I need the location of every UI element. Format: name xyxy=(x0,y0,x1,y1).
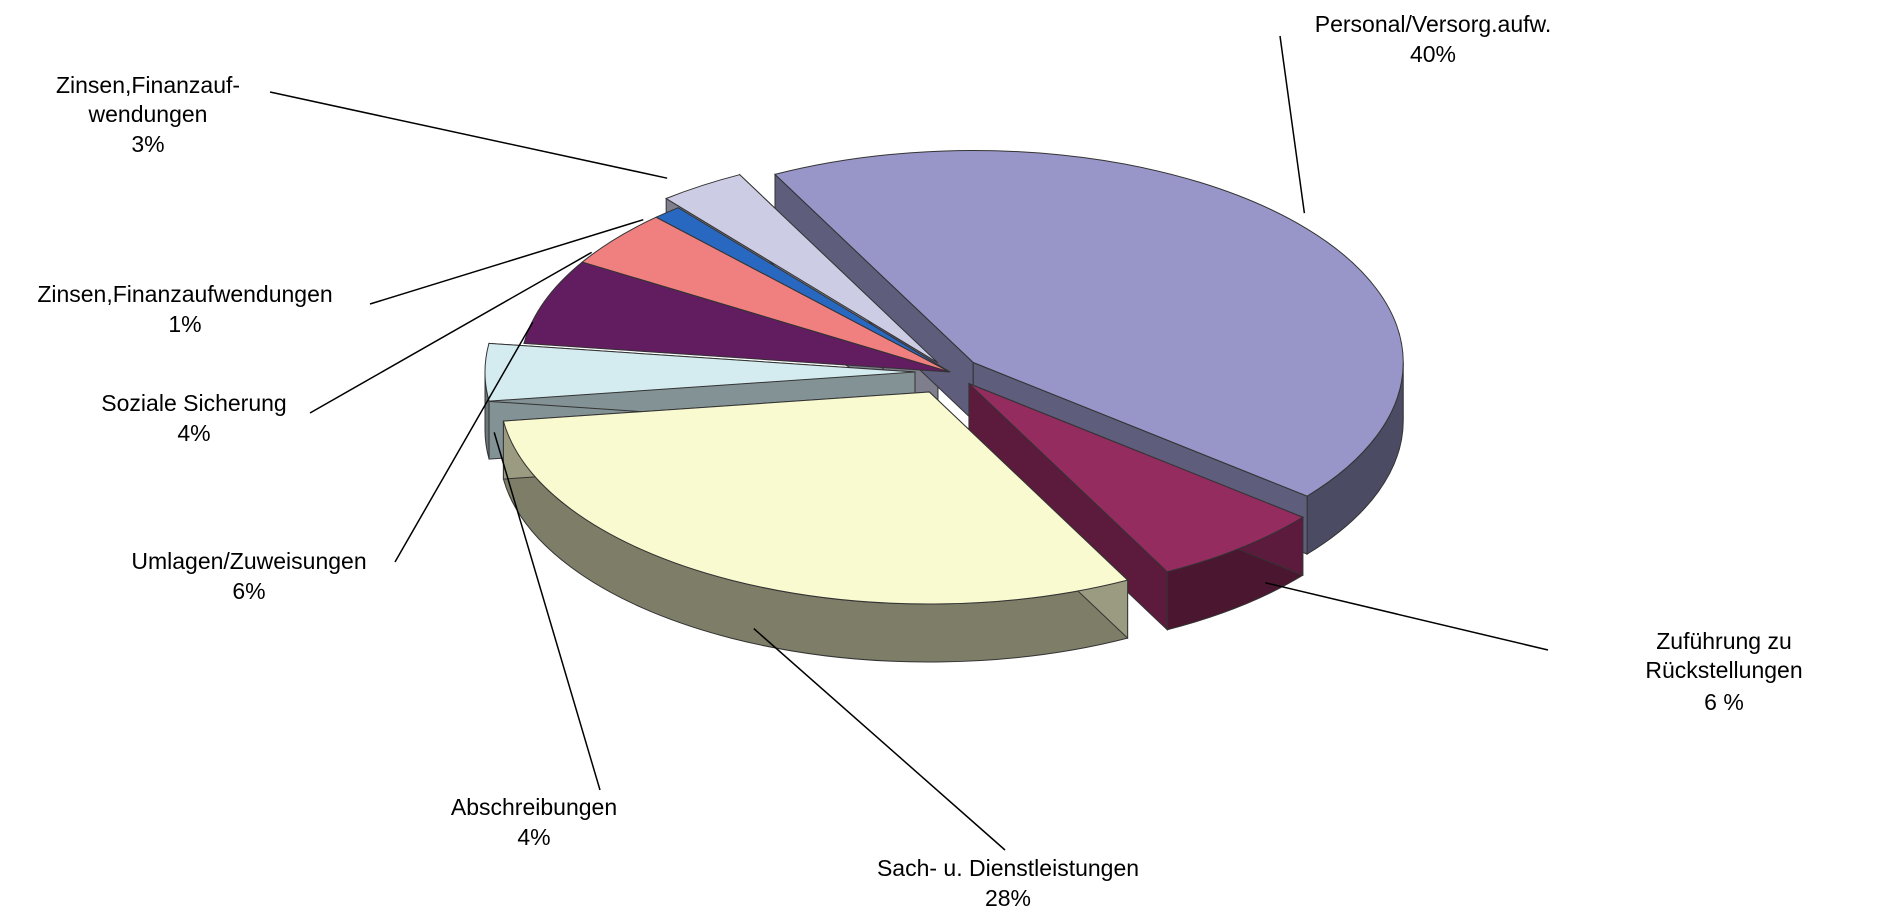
slice xyxy=(665,174,939,364)
slice-percent: 1% xyxy=(168,311,202,337)
slice-percent: 3% xyxy=(131,131,165,157)
slice xyxy=(484,342,916,402)
leader-line xyxy=(753,628,1006,851)
slice xyxy=(773,150,1404,497)
slice-label: Zinsen,Finanzauf- wendungen xyxy=(55,72,241,127)
slice xyxy=(655,207,951,373)
slice-label: Personal/Versorg.aufw. xyxy=(1314,11,1552,37)
slice xyxy=(502,391,1129,605)
leader-line xyxy=(394,321,534,563)
leader-line xyxy=(369,218,644,305)
slice xyxy=(968,383,1304,573)
slice-label: Sach- u. Dienstleistungen xyxy=(876,855,1140,881)
slice-percent: 6% xyxy=(232,578,266,604)
slice xyxy=(523,261,951,373)
leader-line xyxy=(1265,582,1549,651)
slice-percent: 6 % xyxy=(1704,689,1744,715)
leader-line xyxy=(1279,35,1306,214)
slice-label: Abschreibungen xyxy=(450,794,618,820)
slice-label: Soziale Sicherung xyxy=(101,390,287,416)
slice-label: Umlagen/Zuweisungen xyxy=(131,548,367,574)
slice-percent: 28% xyxy=(984,885,1032,911)
slice-label: Zuführung zu Rückstellungen xyxy=(1645,628,1803,683)
slice-percent: 40% xyxy=(1409,41,1457,67)
leader-line xyxy=(493,432,601,791)
slice-percent: 4% xyxy=(177,420,211,446)
leader-line xyxy=(269,91,668,179)
slice-label: Zinsen,Finanzaufwendungen xyxy=(37,281,333,307)
leader-line xyxy=(309,251,593,414)
slice-percent: 4% xyxy=(517,824,551,850)
